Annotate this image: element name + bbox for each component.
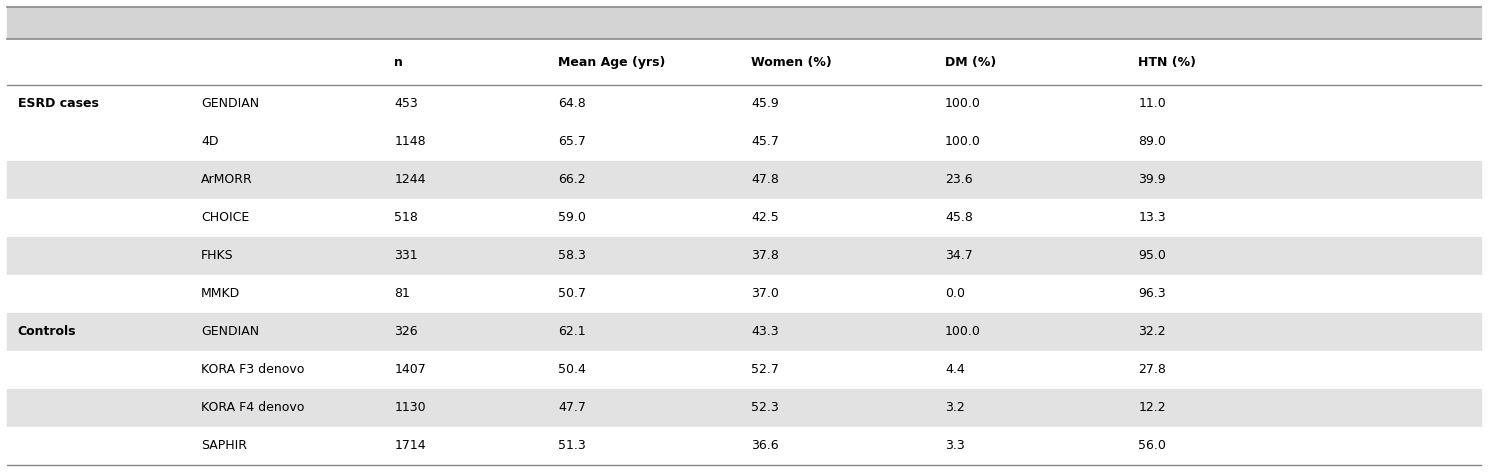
Text: 0.0: 0.0: [945, 287, 964, 300]
Text: 45.8: 45.8: [945, 211, 973, 224]
Text: 45.9: 45.9: [751, 97, 780, 110]
Text: 23.6: 23.6: [945, 173, 973, 186]
Text: 62.1: 62.1: [558, 325, 586, 338]
Text: 13.3: 13.3: [1138, 211, 1167, 224]
Text: 50.4: 50.4: [558, 363, 586, 376]
Bar: [7, 427, 1481, 465]
Text: 12.2: 12.2: [1138, 401, 1167, 414]
Text: 37.0: 37.0: [751, 287, 780, 300]
Text: 453: 453: [394, 97, 418, 110]
Bar: [7, 161, 1481, 199]
Text: SAPHIR: SAPHIR: [201, 439, 247, 453]
Text: GENDIAN: GENDIAN: [201, 325, 259, 338]
Bar: [7, 313, 1481, 351]
Text: 47.7: 47.7: [558, 401, 586, 414]
Bar: [7, 39, 1481, 85]
Bar: [7, 351, 1481, 389]
Text: 96.3: 96.3: [1138, 287, 1167, 300]
Text: 52.7: 52.7: [751, 363, 780, 376]
Text: 4D: 4D: [201, 135, 219, 148]
Text: 64.8: 64.8: [558, 97, 586, 110]
Bar: [7, 199, 1481, 237]
Text: 27.8: 27.8: [1138, 363, 1167, 376]
Bar: [7, 275, 1481, 313]
Text: 4.4: 4.4: [945, 363, 964, 376]
Text: 36.6: 36.6: [751, 439, 780, 453]
Text: 518: 518: [394, 211, 418, 224]
Text: 100.0: 100.0: [945, 97, 981, 110]
Bar: [7, 237, 1481, 275]
Bar: [7, 389, 1481, 427]
Text: 42.5: 42.5: [751, 211, 780, 224]
Text: 51.3: 51.3: [558, 439, 586, 453]
Bar: [7, 85, 1481, 123]
Text: 65.7: 65.7: [558, 135, 586, 148]
Text: 1130: 1130: [394, 401, 426, 414]
Text: KORA F4 denovo: KORA F4 denovo: [201, 401, 304, 414]
Text: GENDIAN: GENDIAN: [201, 97, 259, 110]
Text: ArMORR: ArMORR: [201, 173, 253, 186]
Text: 66.2: 66.2: [558, 173, 586, 186]
Text: DM (%): DM (%): [945, 56, 995, 68]
Text: 34.7: 34.7: [945, 249, 973, 262]
Text: 331: 331: [394, 249, 418, 262]
Text: 100.0: 100.0: [945, 325, 981, 338]
Text: CHOICE: CHOICE: [201, 211, 248, 224]
Text: 47.8: 47.8: [751, 173, 780, 186]
Text: 1148: 1148: [394, 135, 426, 148]
Text: 89.0: 89.0: [1138, 135, 1167, 148]
Text: 1714: 1714: [394, 439, 426, 453]
Text: ESRD cases: ESRD cases: [18, 97, 98, 110]
Text: 1244: 1244: [394, 173, 426, 186]
Text: 3.3: 3.3: [945, 439, 964, 453]
Text: 39.9: 39.9: [1138, 173, 1167, 186]
Text: 43.3: 43.3: [751, 325, 780, 338]
Text: 56.0: 56.0: [1138, 439, 1167, 453]
Text: 59.0: 59.0: [558, 211, 586, 224]
Text: Women (%): Women (%): [751, 56, 832, 68]
Text: 326: 326: [394, 325, 418, 338]
Text: Controls: Controls: [18, 325, 76, 338]
Text: HTN (%): HTN (%): [1138, 56, 1196, 68]
Text: 58.3: 58.3: [558, 249, 586, 262]
Text: 45.7: 45.7: [751, 135, 780, 148]
Text: 100.0: 100.0: [945, 135, 981, 148]
Text: n: n: [394, 56, 403, 68]
Text: 3.2: 3.2: [945, 401, 964, 414]
Text: FHKS: FHKS: [201, 249, 234, 262]
Text: 1407: 1407: [394, 363, 426, 376]
Text: 52.3: 52.3: [751, 401, 780, 414]
Text: 81: 81: [394, 287, 411, 300]
Text: KORA F3 denovo: KORA F3 denovo: [201, 363, 304, 376]
Text: MMKD: MMKD: [201, 287, 240, 300]
Text: 50.7: 50.7: [558, 287, 586, 300]
Text: Mean Age (yrs): Mean Age (yrs): [558, 56, 665, 68]
Bar: [7, 7, 1481, 39]
Text: 32.2: 32.2: [1138, 325, 1167, 338]
Text: 11.0: 11.0: [1138, 97, 1167, 110]
Bar: [7, 123, 1481, 161]
Text: 95.0: 95.0: [1138, 249, 1167, 262]
Text: 37.8: 37.8: [751, 249, 780, 262]
